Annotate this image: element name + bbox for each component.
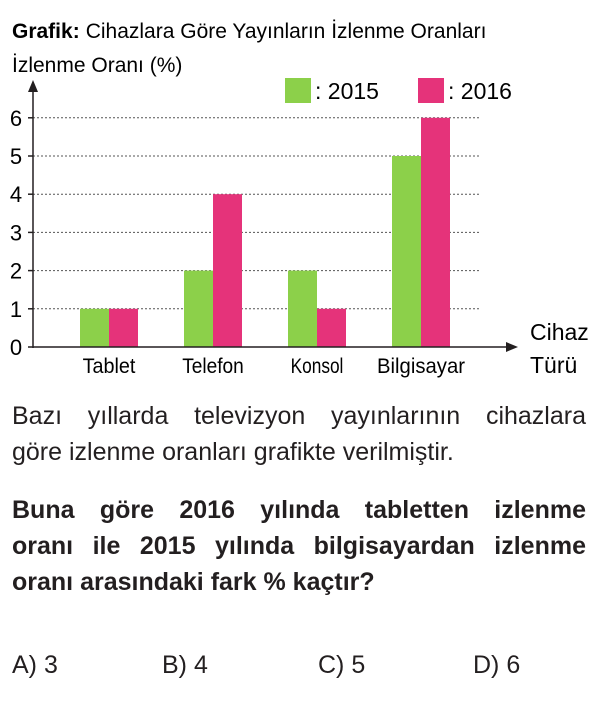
chart-title-prefix: Grafik: [12, 20, 80, 43]
legend-swatch [418, 78, 444, 103]
option-b-value: 4 [193, 651, 208, 679]
option-c-value: 5 [351, 651, 366, 679]
paragraph-line-1: Bazı yıllarda televizyon yayınlarının ci… [12, 402, 586, 430]
option-c-letter: C) [318, 651, 345, 679]
y-axis-arrow [28, 80, 38, 92]
x-axis-label-line1: Cihaz [530, 319, 589, 345]
option-d-value: 6 [506, 651, 521, 679]
bar [392, 156, 421, 347]
bars [80, 117, 450, 347]
option-b-letter: B) [162, 651, 187, 679]
bar [421, 117, 450, 347]
bar [288, 270, 317, 347]
option-d-letter: D) [473, 651, 500, 679]
option-a[interactable]: A) 3 [12, 651, 58, 680]
y-tick-label: 0 [10, 335, 22, 360]
bar [80, 308, 109, 347]
description-paragraph: Bazı yıllarda televizyon yayınlarının ci… [12, 398, 586, 470]
paragraph-line-2: göre izlenme oranları grafikte verilmişt… [12, 438, 454, 466]
x-tick-label: Bilgisayar [377, 355, 465, 378]
y-tick-label: 2 [10, 259, 22, 284]
x-tick-label: Tablet [83, 355, 136, 378]
y-axis-label: İzlenme Oranı (%) [12, 54, 182, 77]
question-text: Buna göre 2016 yılında tabletten izlenme… [12, 492, 586, 600]
question-line-1: Buna göre 2016 yılında tabletten izlenme [12, 496, 586, 524]
question-line-2: oranı ile 2015 yılında bilgisayardan izl… [12, 532, 586, 560]
option-b[interactable]: B) 4 [162, 651, 208, 680]
legend-label: : 2015 [315, 78, 379, 104]
y-tick-label: 5 [10, 144, 22, 169]
option-c[interactable]: C) 5 [318, 651, 365, 680]
legend-label: : 2016 [448, 78, 512, 104]
option-a-letter: A) [12, 651, 37, 679]
x-axis-label-line2: Türü [530, 352, 577, 378]
question-line-3: oranı arasındaki fark % kaçtır? [12, 568, 375, 596]
x-axis-arrow [506, 342, 518, 352]
legend: : 2015 : 2016 [285, 78, 512, 104]
bar-chart: Grafik: Cihazlara Göre Yayınların İzlenme… [10, 20, 589, 378]
option-a-value: 3 [43, 651, 58, 679]
chart-title-text: Cihazlara Göre Yayınların İzlenme Oranla… [86, 20, 487, 43]
y-tick-label: 3 [10, 220, 22, 245]
chart-title: Grafik: Cihazlara Göre Yayınların İzlenme… [12, 20, 486, 43]
y-tick-label: 4 [10, 182, 22, 207]
bar [213, 194, 242, 347]
y-tick-label: 6 [10, 106, 22, 131]
legend-swatch [285, 78, 311, 103]
x-ticks: Tablet Telefon Konsol Bilgisayar [83, 355, 465, 378]
bar [109, 308, 138, 347]
y-ticks: 0 1 2 3 4 5 6 [10, 106, 33, 360]
axes [28, 80, 518, 352]
x-tick-label: Konsol [291, 355, 344, 378]
y-tick-label: 1 [10, 297, 22, 322]
bar [317, 308, 346, 347]
option-d[interactable]: D) 6 [473, 651, 520, 680]
x-tick-label: Telefon [182, 355, 244, 378]
bar [184, 270, 213, 347]
